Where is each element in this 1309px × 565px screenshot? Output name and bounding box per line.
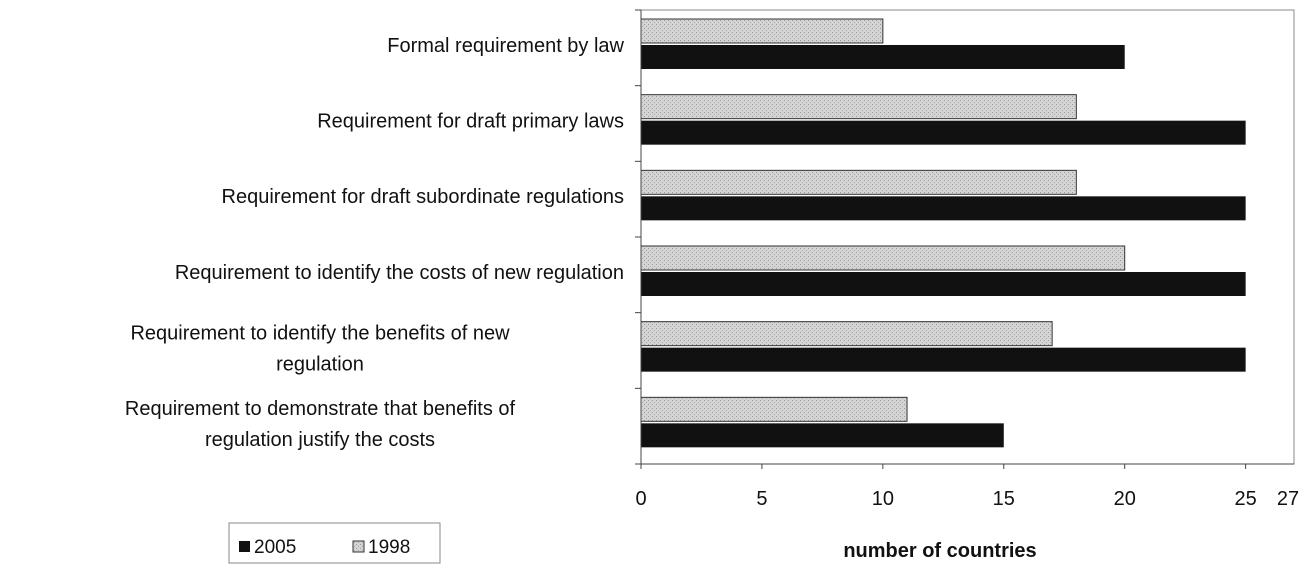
- category-label-5: Requirement to identify the benefits of …: [130, 323, 510, 376]
- x-tick-label: 20: [1114, 488, 1136, 510]
- bar-2005-5: [641, 347, 1246, 372]
- category-label-6: Requirement to demonstrate that benefits…: [125, 398, 516, 451]
- legend-swatch-1998: [352, 540, 365, 553]
- plot-area: [640, 9, 1295, 465]
- legend-label-2005: 2005: [254, 537, 296, 558]
- bar-2005-4: [641, 272, 1246, 296]
- bar-2005-1: [641, 45, 1125, 69]
- x-tick-label: 27: [1277, 488, 1299, 510]
- legend-frame: [228, 522, 441, 564]
- bar-2005-3: [641, 196, 1246, 221]
- x-axis-title: number of countries: [843, 540, 1036, 562]
- x-tick-label: 5: [756, 488, 767, 510]
- legend-label-1998: 1998: [368, 537, 410, 558]
- x-tick-label: 15: [993, 488, 1015, 510]
- bar-1998-1: [640, 18, 884, 44]
- bar-1998-6: [640, 396, 908, 422]
- x-tick-label: 10: [872, 488, 894, 510]
- category-label-3: Requirement for draft subordinate regula…: [222, 186, 624, 208]
- bar-2005-2: [641, 120, 1246, 145]
- legend: 2005 1998: [228, 522, 441, 564]
- category-label-2: Requirement for draft primary laws: [317, 111, 624, 133]
- x-tick-label: 0: [635, 488, 646, 510]
- bar-1998-3: [640, 169, 1077, 195]
- bar-2005-6: [641, 423, 1004, 448]
- bar-1998-5: [640, 321, 1053, 347]
- legend-swatch-2005: [239, 541, 250, 552]
- category-label-1: Formal requirement by law: [387, 35, 624, 57]
- bar-1998-2: [640, 94, 1077, 120]
- x-tick-label: 25: [1235, 488, 1257, 510]
- bar-1998-4: [640, 245, 1126, 271]
- category-label-4: Requirement to identify the costs of new…: [175, 262, 624, 284]
